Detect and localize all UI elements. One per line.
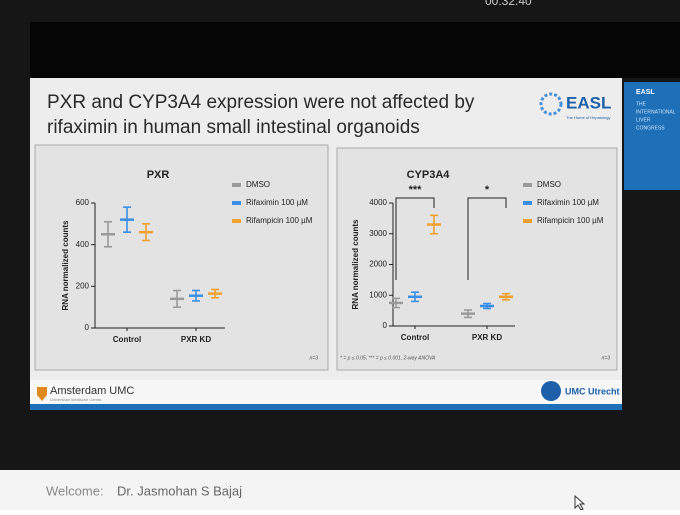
y-tick-label: 3000 [369,229,387,238]
footer-left-sub: Universitair Medische Centra [50,397,102,402]
y-tick-label: 4000 [369,198,387,207]
y-tick-label: 1000 [369,290,387,299]
footer-left: Amsterdam UMC [50,385,134,397]
side-line: THE [636,101,647,107]
side-logo: EASL [636,89,655,96]
legend-swatch [523,183,532,187]
legend-label: Rifaximin 100 µM [537,198,599,207]
legend-label: DMSO [246,180,270,189]
significance-label: *** [409,184,423,196]
y-tick-label: 400 [76,240,90,249]
panel [34,144,329,371]
y-tick-label: 600 [76,198,90,207]
dark-band [30,22,680,78]
x-tick-label: Control [113,335,141,344]
legend-swatch [232,183,241,187]
utrecht-logo [541,381,561,401]
y-axis-label: RNA normalized counts [61,220,70,310]
y-tick-label: 0 [85,323,90,332]
footnote: * = p ≤ 0.05, *** = p ≤ 0.001, 2-way ANO… [340,355,436,361]
logo-mark [539,92,563,116]
welcome-label: Welcome: [46,483,104,498]
y-tick-label: 200 [76,281,90,290]
note: n=3 [310,355,319,361]
significance-bracket [395,197,435,280]
legend-swatch [523,201,532,205]
side-line: LIVER [636,117,651,123]
welcome-name: Dr. Jasmohan S Bajaj [117,483,242,498]
note: n=3 [602,355,611,361]
legend-label: Rifampicin 100 µM [537,216,604,225]
clock: 00:32:40 [485,0,532,8]
legend-label: Rifampicin 100 µM [246,216,313,225]
footer-right: UMC Utrecht [565,386,620,396]
logo: EASL [566,93,611,112]
amsterdam-logo [37,387,47,401]
legend-swatch [232,219,241,223]
significance-label: * [485,184,490,196]
logo-tagline: The Home of Hepatology [566,115,610,120]
slide-title: rifaximin in human small intestinal orga… [47,117,420,138]
legend-label: Rifaximin 100 µM [246,198,308,207]
legend-swatch [232,201,241,205]
y-axis-label: RNA normalized counts [351,219,360,309]
panel [336,147,618,371]
side-slide [624,82,680,190]
significance-bracket [467,197,507,280]
x-tick-label: PXR KD [181,335,211,344]
y-tick-label: 0 [383,321,388,330]
footer-bar [30,404,622,410]
side-line: CONGRESS [636,125,665,131]
side-line: INTERNATIONAL [636,109,676,115]
y-tick-label: 2000 [369,260,387,269]
slide-title: PXR and CYP3A4 expression were not affec… [47,92,475,113]
legend-swatch [523,219,532,223]
x-tick-label: PXR KD [472,333,502,342]
chart-title: PXR [147,169,170,181]
chart-title: CYP3A4 [407,169,451,181]
x-tick-label: Control [401,333,429,342]
legend-label: DMSO [537,180,561,189]
